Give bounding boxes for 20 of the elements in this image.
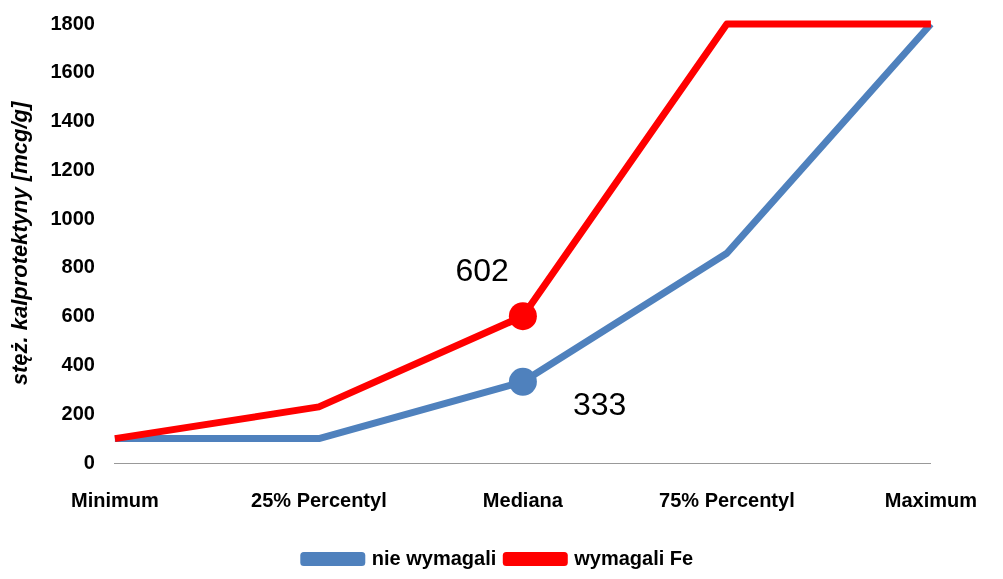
data-label: 602 [455,252,509,289]
y-tick-label: 200 [61,401,95,424]
y-tick-label: 0 [83,450,95,473]
y-axis-title: stęż. kalprotektyny [mcg/g] [7,101,33,386]
data-label: 333 [572,385,627,422]
y-tick-label: 1800 [50,11,95,34]
legend-label: nie wymagali [371,546,497,569]
x-tick-label: 75% Percentyl [659,488,795,511]
legend-label: wymagali Fe [573,546,694,569]
y-tick-label: 1200 [50,157,95,180]
y-tick-label: 400 [61,352,95,375]
y-tick-label: 600 [61,304,95,327]
x-tick-label: Mediana [482,488,564,511]
x-tick-label: Maximum [884,488,977,511]
y-tick-label: 1400 [50,109,95,132]
y-tick-label: 800 [61,255,95,278]
y-tick-label: 1600 [50,60,95,83]
y-tick-label: 1000 [50,206,95,229]
x-tick-label: 25% Percentyl [251,488,387,511]
x-tick-label: Minimum [71,488,159,511]
